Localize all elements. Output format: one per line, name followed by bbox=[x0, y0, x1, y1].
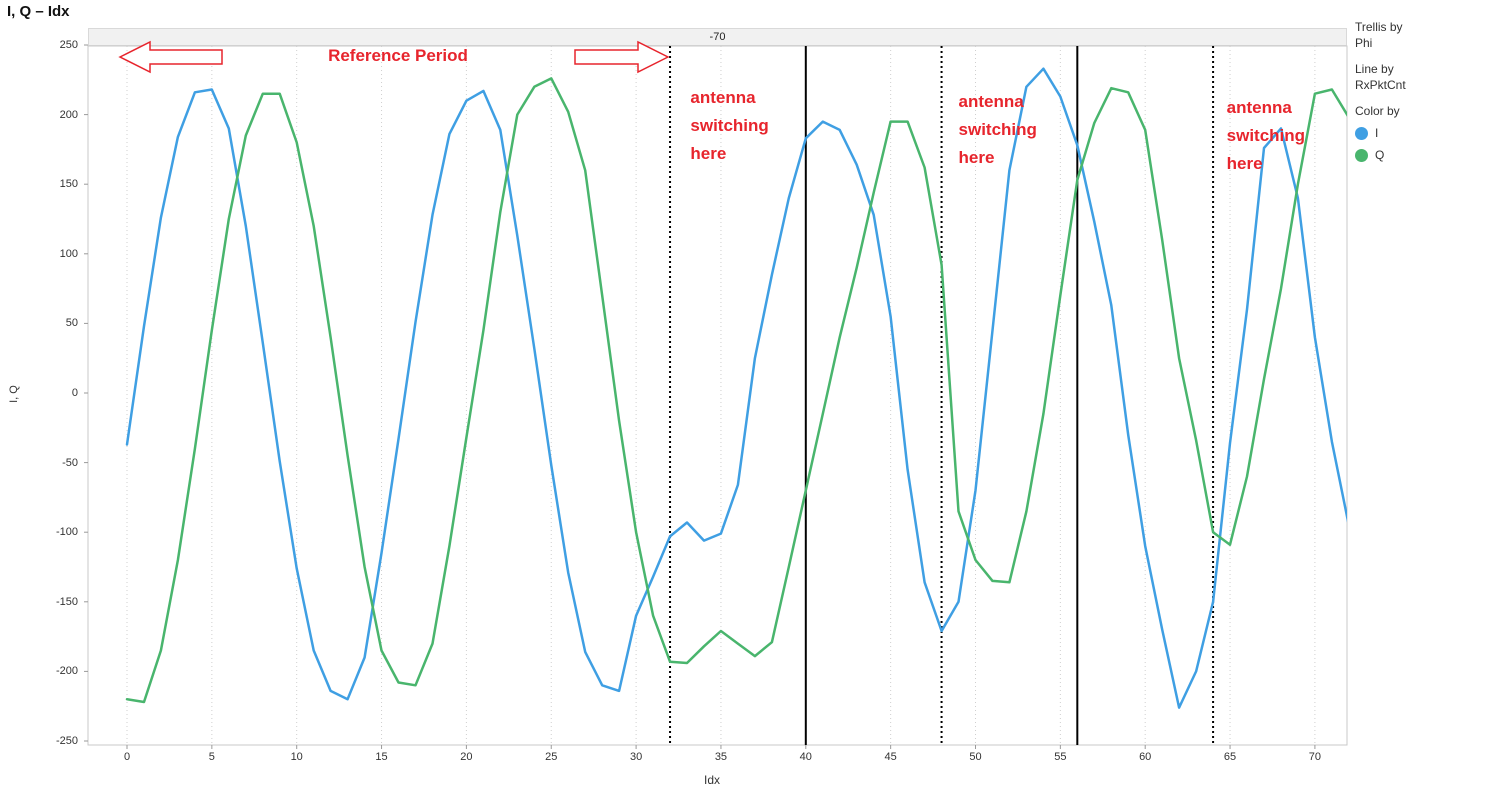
x-tick-label: 15 bbox=[375, 751, 388, 763]
x-axis-title: Idx bbox=[703, 773, 720, 787]
y-tick-label: 250 bbox=[59, 39, 78, 51]
x-tick-label: 40 bbox=[799, 751, 812, 763]
legend-entry-I[interactable]: I bbox=[1355, 126, 1495, 140]
antenna-switching-annotation: antenna switching here bbox=[690, 88, 769, 163]
legend: Trellis by Phi Line by RxPktCnt Color by… bbox=[1355, 20, 1495, 162]
x-tick-label: 60 bbox=[1139, 751, 1152, 763]
legend-color-by-label: Color by bbox=[1355, 104, 1400, 118]
legend-entry-Q[interactable]: Q bbox=[1355, 148, 1495, 162]
reference-period-annotation: Reference Period bbox=[328, 46, 468, 65]
switching-boundary-lines bbox=[669, 46, 1215, 745]
y-tick-label: 100 bbox=[59, 247, 78, 260]
x-tick-label: 30 bbox=[629, 751, 643, 763]
series-color-swatch bbox=[1355, 126, 1368, 140]
y-tick-label: 0 bbox=[71, 387, 78, 399]
x-tick-label: 35 bbox=[714, 751, 728, 763]
trellis-header-label: -70 bbox=[709, 31, 726, 43]
x-tick-label: 10 bbox=[290, 751, 303, 763]
x-tick-label: 70 bbox=[1308, 751, 1322, 763]
y-tick-label: 200 bbox=[59, 108, 78, 121]
y-tick-label: 150 bbox=[59, 178, 78, 191]
x-tick-label: 55 bbox=[1054, 751, 1067, 763]
y-tick-label: 50 bbox=[65, 317, 78, 330]
series-line-I bbox=[125, 67, 1347, 709]
legend-entry-label: Q bbox=[1375, 148, 1385, 162]
plot-border bbox=[87, 45, 1348, 746]
reference-period-left-arrow-icon bbox=[118, 40, 223, 74]
x-tick-label: 0 bbox=[123, 751, 131, 763]
y-tick-label: -250 bbox=[55, 735, 78, 747]
y-tick-label: -200 bbox=[55, 665, 78, 678]
y-tick-label: -100 bbox=[55, 526, 78, 539]
legend-trellis-by-value[interactable]: Phi bbox=[1355, 36, 1373, 50]
legend-entry-label: I bbox=[1375, 126, 1379, 140]
series-lines bbox=[125, 67, 1347, 709]
x-tick-label: 50 bbox=[969, 751, 982, 763]
x-tick-label: 20 bbox=[460, 751, 473, 763]
antenna-switching-annotation: antenna switching here bbox=[958, 92, 1037, 167]
reference-period-right-arrow-icon bbox=[574, 40, 670, 74]
legend-trellis-by-label: Trellis by bbox=[1355, 20, 1403, 34]
gridlines bbox=[84, 44, 1316, 749]
x-tick-label: 65 bbox=[1223, 751, 1237, 763]
x-tick-label: 25 bbox=[545, 751, 558, 763]
legend-line-by-value[interactable]: RxPktCnt bbox=[1355, 78, 1406, 92]
y-axis-title: I, Q bbox=[8, 385, 20, 403]
series-line-Q bbox=[125, 77, 1347, 704]
legend-line-by-label: Line by bbox=[1355, 62, 1394, 76]
y-tick-label: -150 bbox=[55, 595, 78, 608]
x-tick-label: 5 bbox=[208, 751, 215, 763]
antenna-switching-annotation: antenna switching here bbox=[1226, 98, 1306, 173]
y-tick-label: -50 bbox=[62, 456, 78, 469]
page-title: I, Q – Idx bbox=[7, 3, 70, 20]
series-color-swatch bbox=[1355, 148, 1368, 162]
x-tick-label: 45 bbox=[884, 751, 897, 763]
